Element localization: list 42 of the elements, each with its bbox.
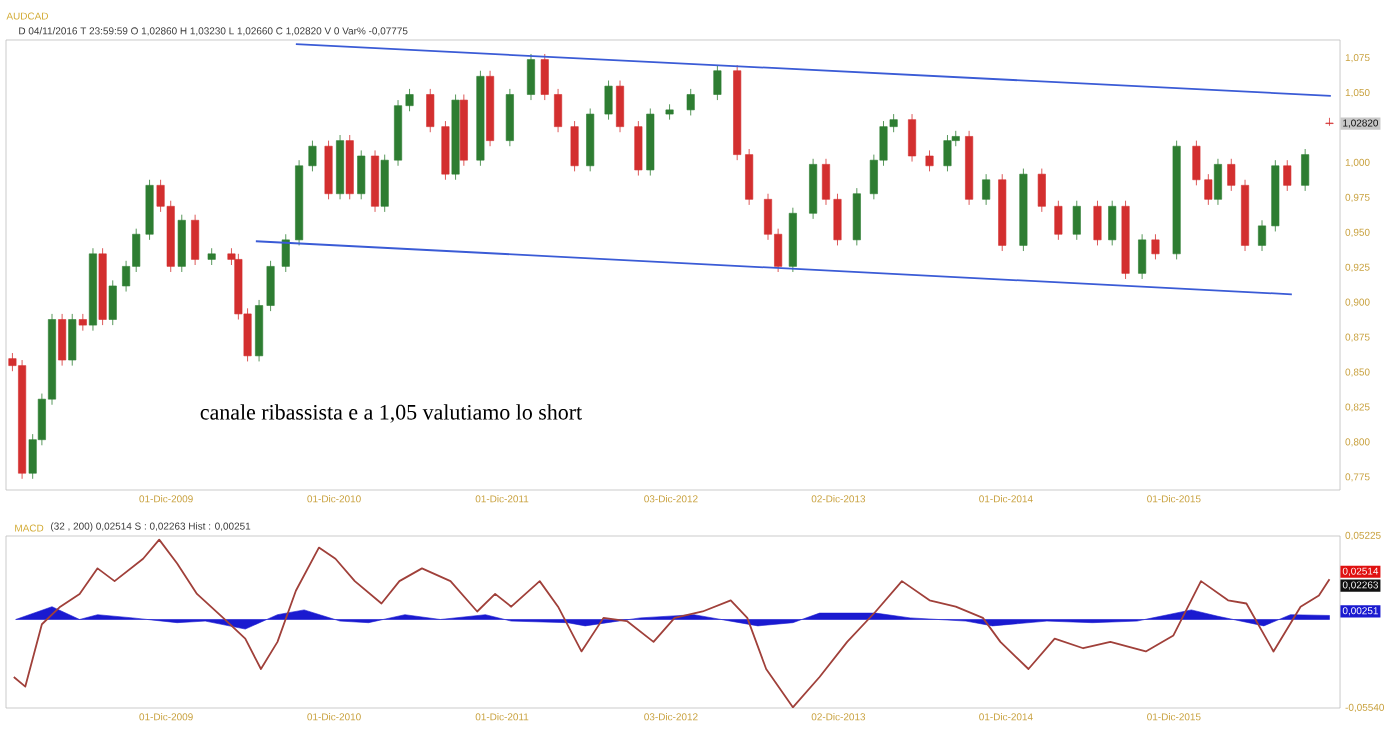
- candlestick: [686, 88, 695, 116]
- candlestick: [1054, 200, 1063, 241]
- candlestick: [1093, 200, 1102, 246]
- candlestick: [357, 150, 366, 200]
- candlestick: [191, 214, 200, 266]
- candlestick: [1108, 200, 1117, 246]
- candlestick: [1072, 200, 1081, 241]
- candlestick: [68, 313, 77, 367]
- candlestick: [1283, 159, 1292, 192]
- annotation: canale ribassista e a 1,05 valutiamo lo short: [200, 404, 582, 423]
- candlestick: [943, 134, 952, 172]
- candlestick: [1138, 233, 1147, 280]
- candlestick: [108, 279, 117, 326]
- candlestick: [982, 173, 991, 206]
- candlestick: [570, 120, 579, 172]
- candlestick: [441, 120, 450, 181]
- candlestick: [1301, 148, 1310, 192]
- candlestick: [604, 80, 613, 121]
- candlestick: [1151, 233, 1160, 260]
- candlestick: [852, 187, 861, 246]
- candlestick: [1258, 219, 1267, 252]
- candlestick: [925, 150, 934, 172]
- candlestick: [526, 53, 535, 101]
- line-series: [12, 538, 1331, 708]
- candlestick: [505, 88, 514, 147]
- candlestick: [713, 64, 722, 101]
- candlestick: [908, 113, 917, 162]
- candlestick: [324, 140, 333, 200]
- candlestick: [616, 80, 625, 133]
- candlestick: [281, 233, 290, 273]
- candlestick: [177, 214, 186, 273]
- candlestick: [1213, 158, 1222, 206]
- candlestick: [1227, 158, 1236, 192]
- candlestick: [540, 53, 549, 101]
- candlestick: [1325, 117, 1334, 127]
- candlestick: [380, 154, 389, 213]
- candlestick: [426, 88, 435, 133]
- candlestick: [634, 120, 643, 176]
- candlestick: [554, 88, 563, 133]
- candlestick: [308, 140, 317, 172]
- candlestick: [1037, 168, 1046, 213]
- candlestick: [58, 313, 67, 367]
